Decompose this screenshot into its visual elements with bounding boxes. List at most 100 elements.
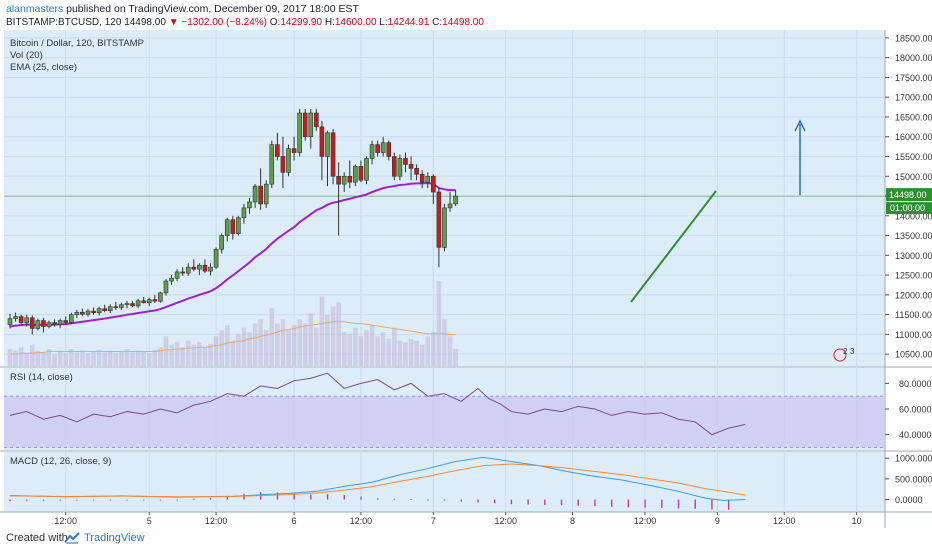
candle-up[interactable] [236,217,241,234]
candle-down[interactable] [152,299,158,302]
last-price: 14498.00 [124,17,166,28]
tradingview-brand[interactable]: TradingView [84,532,145,544]
candle-up[interactable] [325,132,330,157]
candle-up[interactable] [57,320,63,325]
candle-down[interactable] [52,322,57,325]
candle-up[interactable] [241,207,247,219]
candle-up[interactable] [146,299,152,304]
candle-up[interactable] [442,207,447,248]
candle-down[interactable] [392,156,397,177]
candle-down[interactable] [18,316,24,323]
macd-histogram-bar [176,499,178,501]
candle-down[interactable] [275,144,280,157]
candle-down[interactable] [191,266,197,270]
candle-down[interactable] [230,219,236,234]
candle-down[interactable] [414,168,419,175]
candle-down[interactable] [386,142,392,157]
macd-histogram-bar [577,499,579,506]
candle-down[interactable] [180,271,185,274]
candle-down[interactable] [202,264,208,272]
candle-up[interactable] [208,266,213,272]
candle-down[interactable] [375,144,380,153]
candle-up[interactable] [341,175,347,185]
candle-down[interactable] [102,308,107,311]
candle-up[interactable] [425,175,431,183]
candle-down[interactable] [302,112,308,138]
chart-area[interactable]: 10500.00 11000.00 11500.00 12000.00 12500.00… [0,30,932,528]
candle-down[interactable] [113,306,119,309]
candle-up[interactable] [124,303,130,306]
candle-down[interactable] [63,320,69,323]
macd-panel[interactable]: 0.0000 500.0000 1000.0000 MACD (12, 26, clo… [9,454,932,510]
candle-down[interactable] [280,156,286,173]
candle-up[interactable] [247,201,252,209]
candle-up[interactable] [74,311,80,315]
volume-bar [403,342,408,366]
candle-down[interactable] [314,112,319,128]
candle-up[interactable] [397,158,403,177]
author-link[interactable]: alanmasters [6,3,64,15]
candle-up[interactable] [353,166,358,183]
candle-up[interactable] [135,300,141,307]
trendline-drawing[interactable] [630,190,717,303]
candle-up[interactable] [308,112,314,138]
candle-up[interactable] [297,112,302,153]
candle-up[interactable] [447,203,453,209]
macd-histogram-bar [544,499,546,505]
price-panel[interactable]: 10500.00 11000.00 11500.00 12000.00 12500.00… [4,33,932,366]
candle-down[interactable] [419,173,425,183]
candle-up[interactable] [185,266,191,274]
candle-up[interactable] [119,304,124,308]
candle-up[interactable] [107,306,113,311]
candle-down[interactable] [358,166,364,181]
volume-bar [453,349,458,366]
candle-down[interactable] [41,320,46,327]
candle-up[interactable] [35,320,41,329]
candle-down[interactable] [347,175,353,183]
candle-up[interactable] [85,310,91,315]
chart-svg[interactable]: 10500.00 11000.00 11500.00 12000.00 12500.00… [0,30,932,528]
candle-up[interactable] [286,148,291,173]
candle-down[interactable] [436,191,442,248]
candle-down[interactable] [141,300,146,304]
candle-down[interactable] [130,303,135,307]
y-tick-label: 12000.00 [895,290,932,300]
candle-down[interactable] [408,164,414,169]
candle-up[interactable] [13,316,18,319]
candle-up[interactable] [263,183,269,205]
candle-down[interactable] [80,311,85,315]
candle-down[interactable] [91,310,96,313]
candle-up[interactable] [46,322,52,327]
candle-down[interactable] [29,317,35,329]
candle-up[interactable] [174,271,180,279]
candle-up[interactable] [68,314,74,323]
candle-up[interactable] [224,219,230,236]
candle-down[interactable] [258,185,263,205]
candle-down[interactable] [336,175,341,185]
candle-up[interactable] [24,317,30,323]
candle-down[interactable] [330,132,336,177]
macd-histogram-bar [711,499,713,510]
candle-up[interactable] [219,235,224,250]
candle-down[interactable] [431,175,436,193]
high-label: H: [324,17,335,28]
candle-up[interactable] [453,195,458,205]
candle-up[interactable] [197,264,202,270]
candle-up[interactable] [96,308,102,313]
candle-up[interactable] [252,185,258,203]
candle-up[interactable] [369,144,375,159]
candle-down[interactable] [291,148,297,153]
candle-down[interactable] [403,158,408,165]
candle-up[interactable] [158,292,163,302]
candle-up[interactable] [364,158,369,181]
candle-down[interactable] [319,126,325,157]
rsi-panel[interactable]: 40.0000 60.0000 80.0000 RSI (14, close) [4,372,932,448]
candle-up[interactable] [7,318,13,325]
candle-up[interactable] [269,144,275,185]
candle-up[interactable] [163,280,169,294]
y-tick-label: 60.0000 [899,405,932,415]
candle-up[interactable] [169,277,174,282]
candle-up[interactable] [213,249,219,268]
candle-up[interactable] [380,142,386,153]
